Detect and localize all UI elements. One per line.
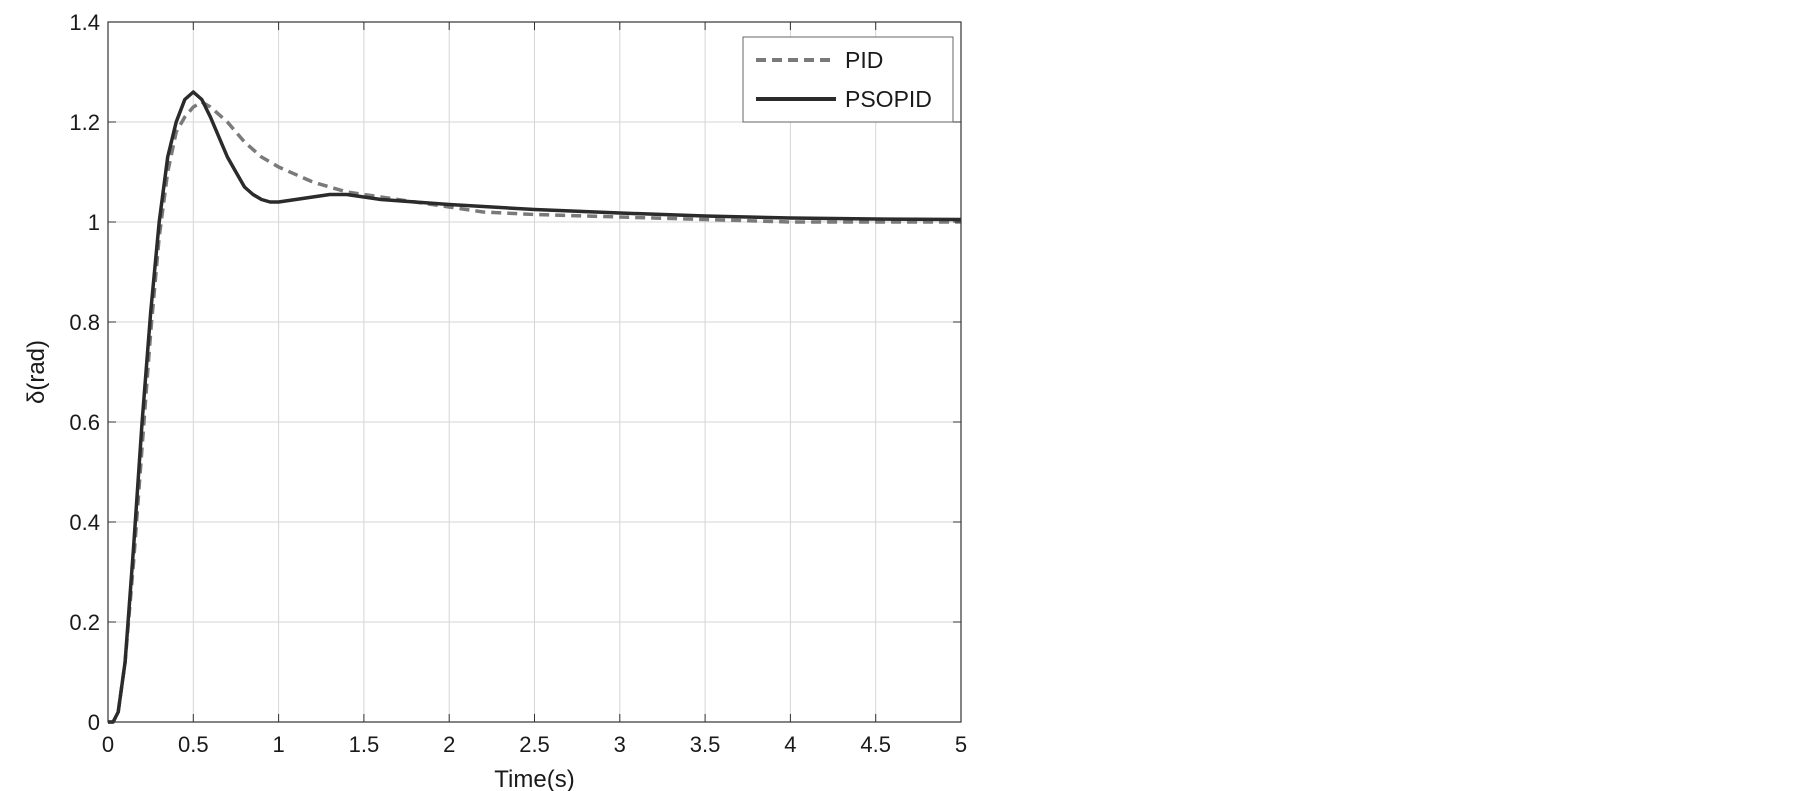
series-lines bbox=[108, 90, 962, 724]
x-tick-label: 2.5 bbox=[519, 732, 550, 757]
axis-ticks: 0 0.5 1 1.5 2 2.5 3 3.5 4 4.5 5 0 0.2 0.4 0.6 0.8 1 1.2 1.… bbox=[69, 10, 967, 757]
legend-box bbox=[742, 36, 954, 123]
x-tick-label: 3 bbox=[614, 732, 626, 757]
x-tick-label: 1.5 bbox=[349, 732, 380, 757]
y-tick-label: 0.2 bbox=[69, 610, 100, 635]
x-tick-label: 0.5 bbox=[178, 732, 209, 757]
x-tick-label: 5 bbox=[955, 732, 967, 757]
x-tick-label: 1 bbox=[272, 732, 284, 757]
y-tick-label: 0 bbox=[88, 710, 100, 735]
legend-label-pid: PID bbox=[845, 47, 883, 73]
y-tick-label: 1.2 bbox=[69, 110, 100, 135]
y-axis-title: δ(rad) bbox=[23, 340, 50, 404]
x-tick-label: 4.5 bbox=[860, 732, 891, 757]
y-tick-label: 0.4 bbox=[69, 510, 100, 535]
x-tick-label: 2 bbox=[443, 732, 455, 757]
legend: PID PSOPID bbox=[742, 36, 954, 123]
series-line-psopid bbox=[108, 90, 962, 724]
x-tick-label: 4 bbox=[784, 732, 796, 757]
legend-label-psopid: PSOPID bbox=[845, 86, 932, 112]
y-tick-label: 0.6 bbox=[69, 410, 100, 435]
x-tick-label: 3.5 bbox=[690, 732, 721, 757]
y-tick-label: 1.4 bbox=[69, 10, 100, 35]
x-axis-title: Time(s) bbox=[494, 766, 574, 791]
y-tick-label: 0.8 bbox=[69, 310, 100, 335]
y-tick-label: 1 bbox=[88, 210, 100, 235]
x-tick-label: 0 bbox=[102, 732, 114, 757]
grid-lines bbox=[108, 22, 961, 722]
